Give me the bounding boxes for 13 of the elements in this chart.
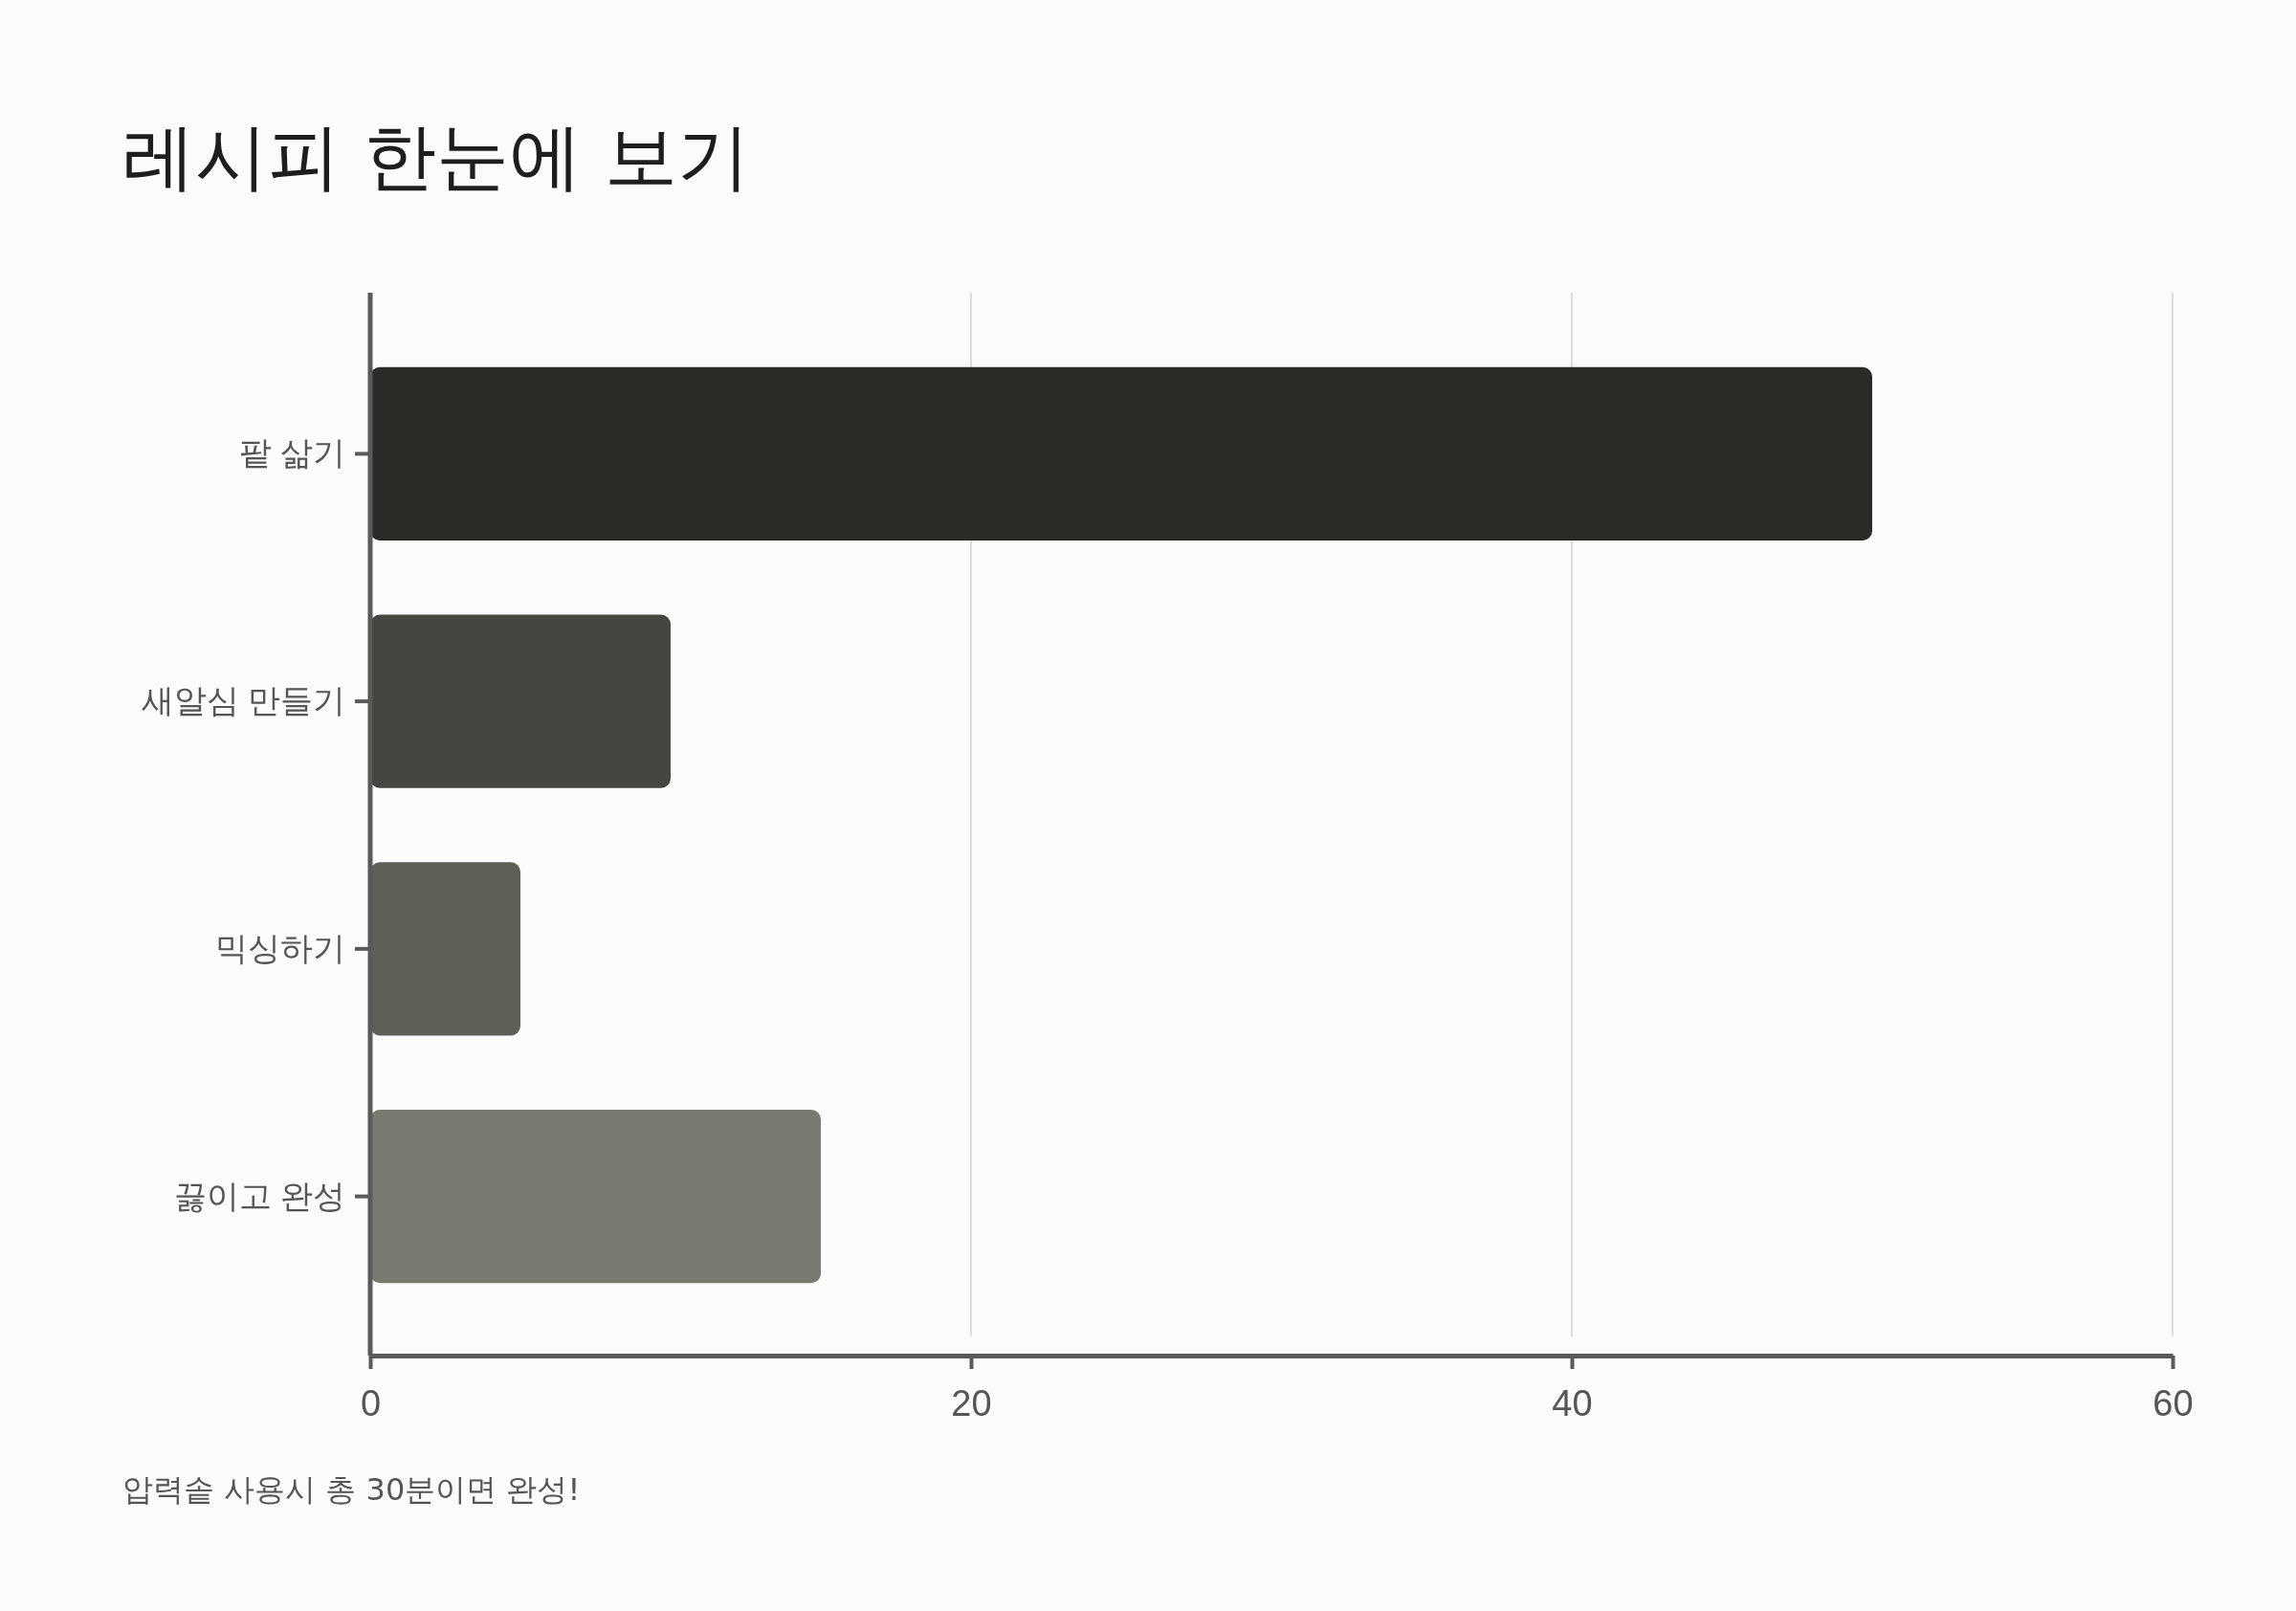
text: 압력솥 사용시 총 30분이면 완성!: [122, 1471, 581, 1508]
y-tick-label: 새알심 만들기: [141, 682, 346, 719]
x-tick-label: 40: [1552, 1382, 1593, 1423]
bar: [370, 366, 1872, 541]
y-tick-label: 팥 삶기: [238, 434, 346, 472]
x-tick-label: 0: [360, 1382, 382, 1423]
x-tick-label: 20: [951, 1382, 992, 1423]
bar: [370, 614, 671, 788]
y-tick-label: 끓이고 완성: [173, 1177, 346, 1214]
x-tick-label: 60: [2152, 1382, 2194, 1423]
y-tick-label: 믹싱하기: [215, 929, 346, 966]
bar: [370, 1110, 821, 1284]
chart-title: 레시피 한눈에 보기: [122, 114, 751, 199]
